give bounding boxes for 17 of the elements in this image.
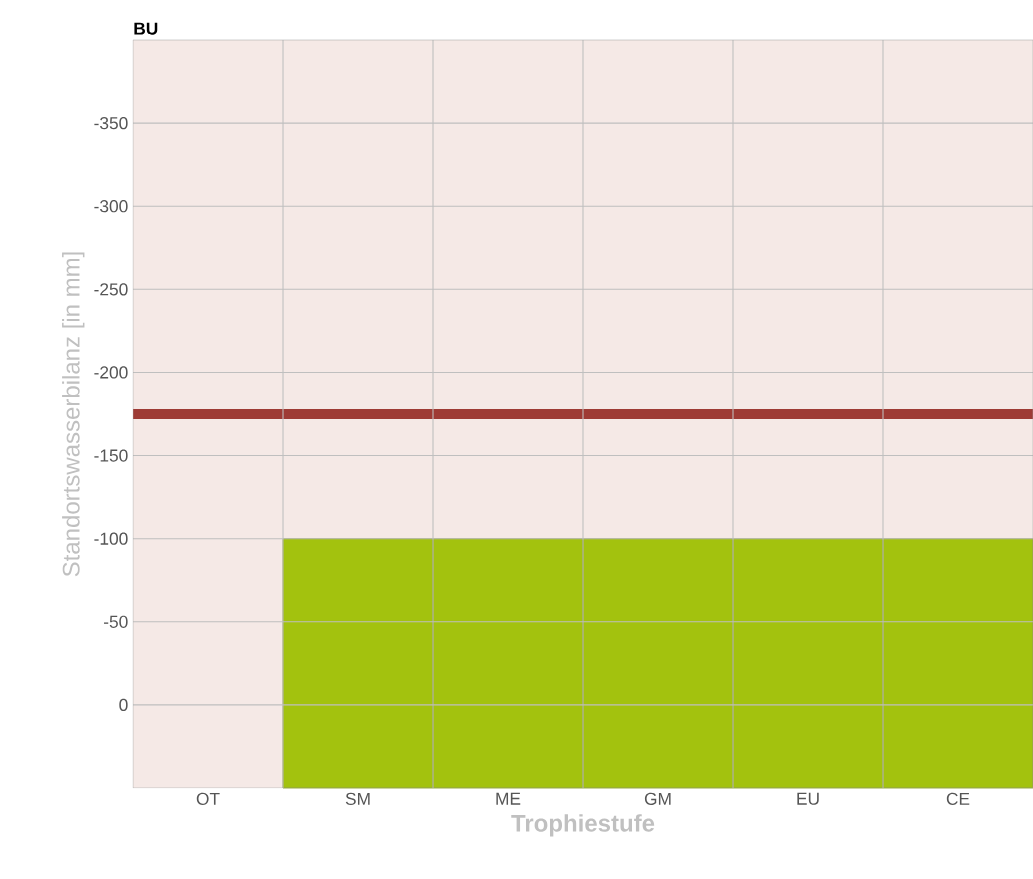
- y-tick-label: -150: [94, 449, 128, 462]
- x-tick-label: CE: [946, 792, 970, 805]
- x-tick-label: OT: [196, 792, 220, 805]
- x-axis-title: Trophiestufe: [511, 814, 655, 837]
- x-tick-label: SM: [345, 792, 370, 805]
- x-tick-label: ME: [496, 792, 521, 805]
- y-tick-label: -200: [94, 366, 128, 379]
- x-tick-label: EU: [797, 792, 819, 805]
- y-tick-label: -50: [104, 615, 128, 628]
- chart-title: BU: [134, 22, 158, 35]
- x-tick-label: GM: [644, 792, 671, 805]
- y-tick-label: -300: [94, 200, 128, 213]
- y-tick-label: 0: [119, 698, 128, 712]
- y-tick-label: -350: [94, 116, 128, 130]
- y-axis-title: Standortswasserbilanz [in mm]: [62, 252, 85, 577]
- y-tick-label: -100: [94, 532, 128, 545]
- y-tick-label: -250: [94, 283, 128, 296]
